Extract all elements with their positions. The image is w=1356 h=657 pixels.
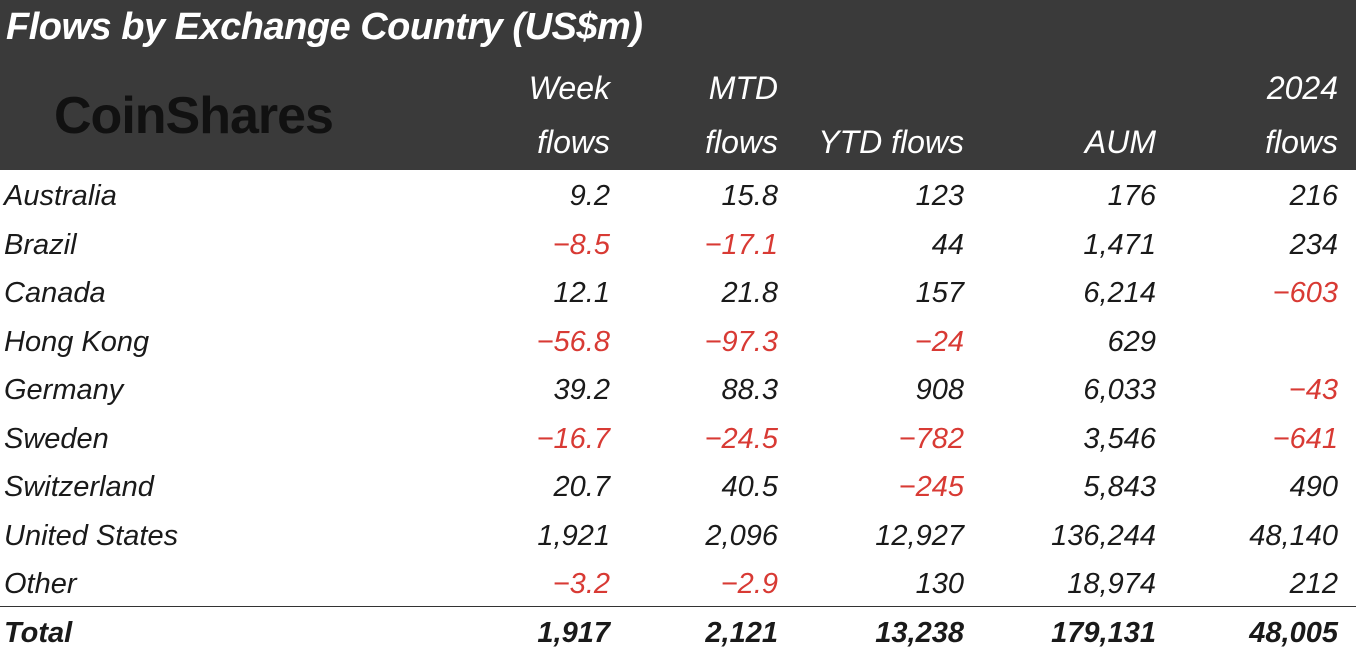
column-header-y2024-line2: flows xyxy=(1265,124,1338,160)
total-divider xyxy=(0,606,1356,607)
cell-mtd: −24.5 xyxy=(704,422,778,455)
cell-week: 12.1 xyxy=(553,277,610,309)
total-aum: 179,131 xyxy=(1051,616,1156,649)
cell-ytd: −782 xyxy=(898,422,964,455)
cell-week: −3.2 xyxy=(552,568,610,600)
cell-aum: 1,471 xyxy=(1083,228,1156,261)
country-label: Brazil xyxy=(4,228,77,261)
cell-ytd: −245 xyxy=(898,471,964,503)
cell-mtd: −97.3 xyxy=(704,325,778,358)
country-label: Germany xyxy=(4,374,124,406)
cell-aum: 18,974 xyxy=(1067,568,1156,600)
column-header-mtd-line1: MTD xyxy=(708,70,778,106)
total-ytd: 13,238 xyxy=(875,616,964,649)
total-mtd: 2,121 xyxy=(705,616,778,649)
table-title: Flows by Exchange Country (US$m) xyxy=(6,6,643,48)
cell-ytd: 130 xyxy=(915,568,964,600)
cell-week: −56.8 xyxy=(536,325,610,358)
total-label: Total xyxy=(4,616,73,649)
cell-aum: 3,546 xyxy=(1083,422,1156,455)
cell-ytd: 908 xyxy=(915,374,964,406)
column-header-ytd-line2: YTD flows xyxy=(818,124,964,160)
country-label: Switzerland xyxy=(4,471,154,503)
total-y2024: 48,005 xyxy=(1249,616,1338,649)
cell-y2024: −43 xyxy=(1288,374,1338,406)
cell-ytd: 44 xyxy=(931,228,964,261)
cell-mtd: 2,096 xyxy=(705,519,778,552)
table-header: Flows by Exchange Country (US$m) CoinSha… xyxy=(0,0,1356,170)
country-label: Australia xyxy=(4,180,117,212)
cell-mtd: −2.9 xyxy=(720,568,778,600)
cell-ytd: 123 xyxy=(915,180,964,212)
cell-week: 9.2 xyxy=(569,180,610,212)
cell-y2024: −603 xyxy=(1272,277,1338,309)
column-header-y2024-line1: 2024 xyxy=(1266,70,1338,106)
total-week: 1,917 xyxy=(537,616,610,649)
cell-aum: 136,244 xyxy=(1051,519,1156,552)
cell-y2024: 490 xyxy=(1289,471,1338,503)
country-label: Canada xyxy=(4,277,106,309)
cell-aum: 6,033 xyxy=(1083,374,1156,406)
cell-ytd: 157 xyxy=(915,277,964,309)
coinshares-logo: CoinShares xyxy=(54,87,334,145)
cell-y2024: −641 xyxy=(1272,422,1338,455)
column-header-week-line1: Week xyxy=(528,70,610,106)
cell-aum: 5,843 xyxy=(1083,471,1156,503)
cell-week: 39.2 xyxy=(553,374,610,406)
cell-mtd: 15.8 xyxy=(721,180,778,212)
country-label: Other xyxy=(4,568,77,600)
cell-y2024: 234 xyxy=(1289,228,1338,261)
column-header-mtd-line2: flows xyxy=(705,124,778,160)
cell-week: 20.7 xyxy=(553,471,610,503)
cell-aum: 629 xyxy=(1107,325,1156,358)
cell-aum: 176 xyxy=(1107,180,1156,212)
country-label: Hong Kong xyxy=(4,325,150,358)
country-label: United States xyxy=(4,519,179,552)
cell-y2024: 216 xyxy=(1289,180,1338,212)
cell-mtd: −17.1 xyxy=(704,228,778,261)
cell-mtd: 40.5 xyxy=(721,471,778,503)
cell-mtd: 21.8 xyxy=(721,277,778,309)
cell-week: −8.5 xyxy=(552,228,610,261)
cell-y2024: 48,140 xyxy=(1249,519,1338,552)
cell-week: −16.7 xyxy=(536,422,610,455)
column-header-aum-line2: AUM xyxy=(1084,124,1156,160)
cell-y2024: 212 xyxy=(1289,568,1338,600)
cell-ytd: 12,927 xyxy=(875,519,964,552)
column-header-week-line2: flows xyxy=(537,124,610,160)
cell-week: 1,921 xyxy=(537,519,610,552)
cell-mtd: 88.3 xyxy=(721,374,778,406)
country-label: Sweden xyxy=(4,422,109,455)
cell-aum: 6,214 xyxy=(1083,277,1156,309)
cell-ytd: −24 xyxy=(914,325,964,358)
